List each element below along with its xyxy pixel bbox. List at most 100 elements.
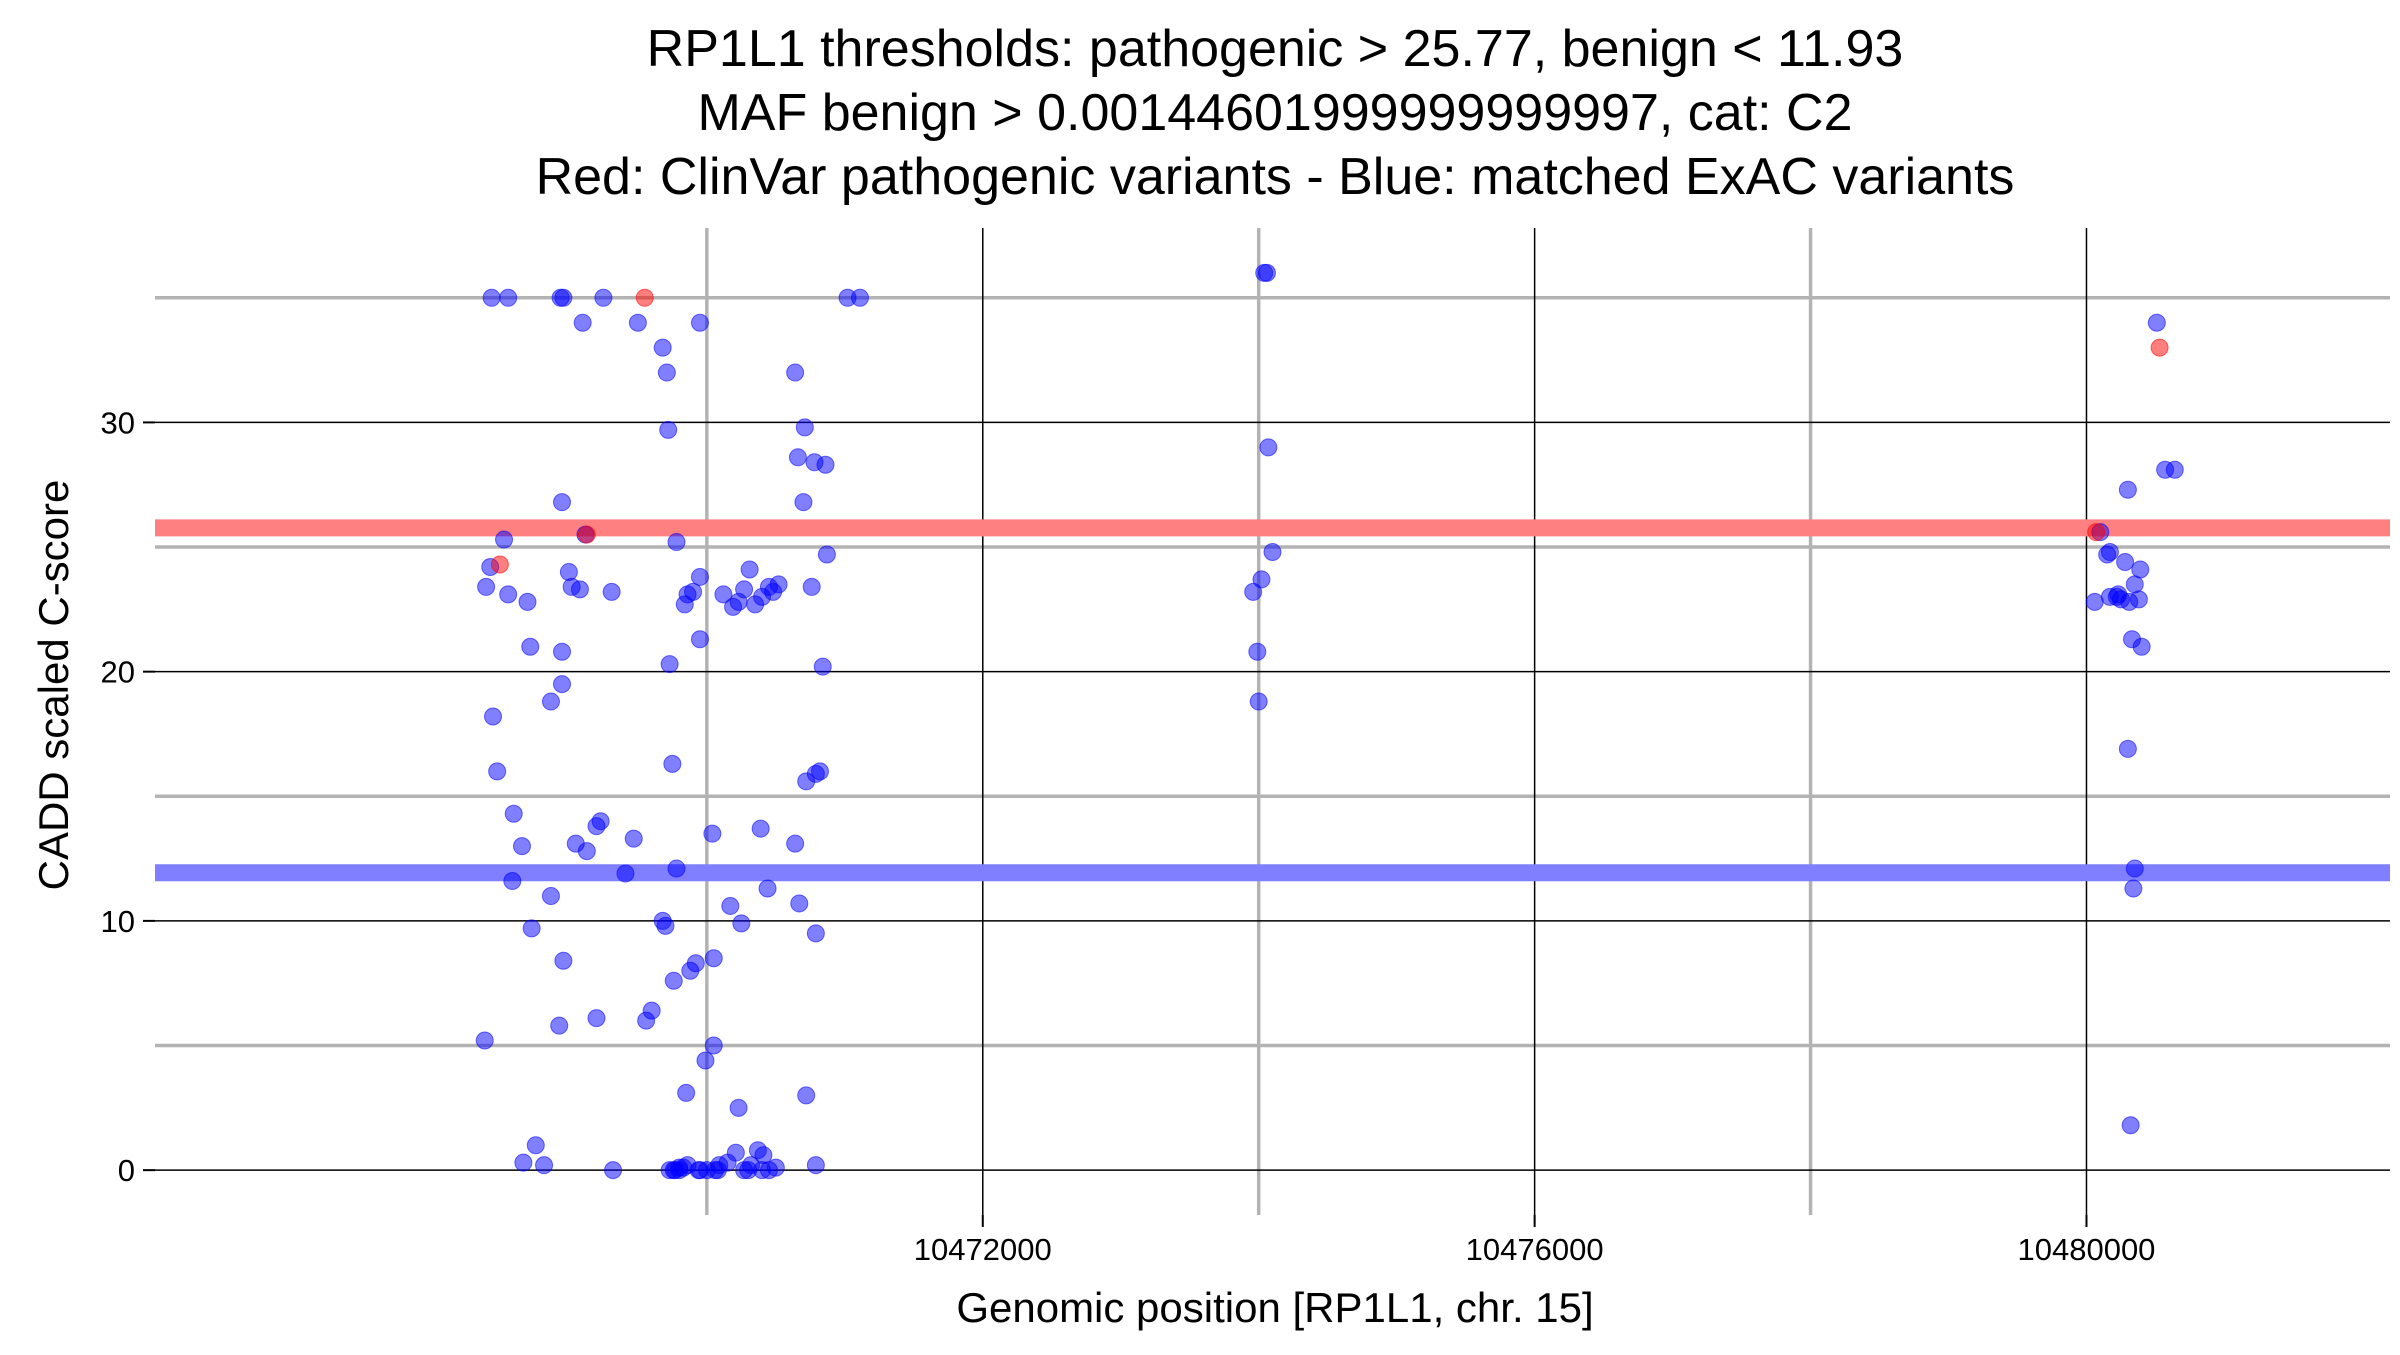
clinvar-variant-point [577,525,596,544]
exac-variant-point [1259,438,1278,457]
exac-variant-point [587,817,606,836]
exac-variant-point [602,582,621,601]
exac-variant-point [1252,570,1271,589]
exac-variant-point [690,630,709,649]
exac-variant-point [704,1036,723,1055]
exac-variant-point [624,829,643,848]
clinvar-variant-point [2087,523,2106,542]
exac-variant-point [726,1143,745,1162]
exac-variant-point [659,420,678,439]
exac-variant-point [704,949,723,968]
exac-variant-point [577,842,596,861]
exac-variant-point [2118,739,2137,758]
exac-variant-point [754,1146,773,1165]
exac-variant-point [587,1009,606,1028]
exac-variant-point [2124,879,2143,898]
y-tick-label: 10 [101,904,135,939]
y-tick-label: 30 [101,405,135,440]
exac-variant-point [667,533,686,552]
exac-variant-point [518,592,537,611]
major-gridlines [155,228,2390,1215]
exac-variant-point [802,577,821,596]
exac-variant-point [813,657,832,676]
clinvar-variant-point [490,555,509,574]
exac-variant-point [690,313,709,332]
exac-variant-point [795,418,814,437]
exac-variant-point [657,363,676,382]
exac-variant-point [759,1161,778,1180]
exac-variant-point [504,804,523,823]
exac-variant-point [751,819,770,838]
exac-variant-point [706,1161,725,1180]
exac-variant-point [653,338,672,357]
exac-variant-point [499,288,518,307]
exac-variant-point [1263,543,1282,562]
exac-variant-point [628,313,647,332]
exac-variant-point [594,288,613,307]
exac-variant-point [2132,637,2151,656]
exac-variant-point [495,530,514,549]
exac-variant-point [696,1051,715,1070]
title-line-3: Red: ClinVar pathogenic variants - Blue:… [536,148,2015,206]
exac-variant-point [541,886,560,905]
exac-variant-point [735,580,754,599]
exac-variant-point [616,864,635,883]
exac-variant-point [503,872,522,891]
chart-title: RP1L1 thresholds: pathogenic > 25.77, be… [536,20,2015,206]
exac-variant-point [660,655,679,674]
exac-variant-point [681,961,700,980]
exac-variant-point [573,313,592,332]
exac-variant-point [552,642,571,661]
exac-variant-point [521,637,540,656]
axis-ticks: 0 10 20 30 10472000 10476000 10480000 [101,405,2156,1267]
exac-variant-point [570,580,589,599]
clinvar-variant-point [635,288,654,307]
exac-variant-point [664,971,683,990]
exac-variant-point [604,1161,623,1180]
exac-variant-point [667,859,686,878]
exac-variant-point [806,924,825,943]
exac-variant-point [758,879,777,898]
exac-variant-point [790,894,809,913]
exac-variant-point [541,692,560,711]
exac-variant-point [554,288,573,307]
exac-variant-point [482,288,501,307]
exac-variant-point [690,567,709,586]
title-line-1: RP1L1 thresholds: pathogenic > 25.77, be… [647,20,1904,78]
exac-variant-point [656,916,675,935]
exac-variant-point [663,754,682,773]
exac-variant-point [797,772,816,791]
exac-variant-point [484,707,503,726]
x-tick-label: 10472000 [914,1232,1052,1267]
exac-variant-point [797,1086,816,1105]
exac-variant-point [559,562,578,581]
exac-variant-point [2165,460,2184,479]
exac-variant-point [690,1161,709,1180]
exac-variant-point [2116,552,2135,571]
exac-variant-point [850,288,869,307]
exac-variant-point [2125,575,2144,594]
threshold-lines [155,519,2390,882]
exac-variant-point [788,448,807,467]
exac-variant-point [522,919,541,938]
exac-variant-point [670,1161,689,1180]
exac-variant-point [477,577,496,596]
exac-variant-point [810,762,829,781]
exac-variant-point [732,914,751,933]
exac-variant-point [764,582,783,601]
exac-variant-point [488,762,507,781]
exac-variant-point [2118,480,2137,499]
exac-variant-point [714,585,733,604]
x-tick-label: 10480000 [2018,1232,2156,1267]
exac-variant-point [1244,582,1263,601]
exac-variant-point [526,1136,545,1155]
exac-variant-point [535,1156,554,1175]
x-tick-label: 10476000 [1466,1232,1604,1267]
exac-variant-point [552,675,571,694]
exac-variant-point [786,834,805,853]
exac-variant-point [675,595,694,614]
exac-variant-point [552,493,571,512]
clinvar-variant-point [2150,338,2169,357]
